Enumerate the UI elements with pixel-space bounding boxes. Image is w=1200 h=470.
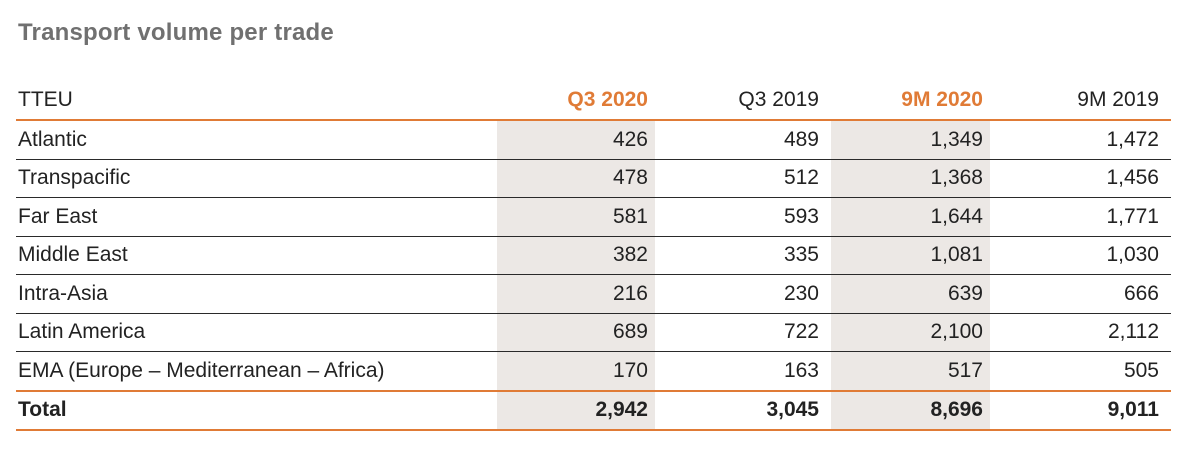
- cell-value: 335: [783, 243, 819, 267]
- transport-volume-table: TTEU Q3 2020 Q3 2019 9M 2020 9M 2019 Atl…: [16, 81, 1171, 431]
- cell-value: 1,771: [1106, 204, 1159, 228]
- column-header-9m-2019: 9M 2019: [1077, 88, 1159, 111]
- row-label: Intra-Asia: [18, 281, 108, 305]
- cell-value: 1,081: [831, 236, 990, 274]
- cell-value: 722: [783, 320, 819, 344]
- cell-value: 1,472: [1106, 127, 1159, 151]
- unit-header: TTEU: [18, 88, 73, 111]
- cell-value: 230: [783, 281, 819, 305]
- cell-value: 1,644: [831, 198, 990, 236]
- cell-value: 517: [831, 352, 990, 390]
- table-header-row: TTEU Q3 2020 Q3 2019 9M 2020 9M 2019: [16, 81, 1171, 121]
- cell-value: 2,100: [831, 313, 990, 351]
- table-row: Intra-Asia 216 230 639 666: [16, 275, 1171, 314]
- cell-value: 2,112: [1108, 320, 1159, 344]
- row-label: Transpacific: [18, 166, 131, 190]
- cell-value: 382: [497, 236, 655, 274]
- row-label: Atlantic: [18, 127, 87, 151]
- total-value: 3,045: [766, 398, 819, 421]
- cell-value: 1,368: [831, 159, 990, 197]
- cell-value: 689: [497, 313, 655, 351]
- table-row: Transpacific 478 512 1,368 1,456: [16, 159, 1171, 198]
- cell-value: 426: [497, 121, 655, 159]
- cell-value: 505: [1123, 358, 1159, 382]
- cell-value: 581: [497, 198, 655, 236]
- cell-value: 666: [1123, 281, 1159, 305]
- total-row: Total 2,942 3,045 8,696 9,011: [16, 390, 1171, 431]
- row-label: EMA (Europe – Mediterranean – Africa): [18, 358, 385, 382]
- cell-value: 216: [497, 275, 655, 313]
- total-value: 8,696: [831, 391, 990, 429]
- row-label: Latin America: [18, 320, 146, 344]
- cell-value: 1,349: [831, 121, 990, 159]
- column-header-9m-2020: 9M 2020: [901, 88, 983, 111]
- cell-value: 1,456: [1106, 166, 1159, 190]
- table-row: Atlantic 426 489 1,349 1,472: [16, 121, 1171, 160]
- cell-value: 489: [783, 127, 819, 151]
- page-title: Transport volume per trade: [18, 19, 334, 46]
- column-header-q3-2019: Q3 2019: [738, 88, 819, 111]
- cell-value: 1,030: [1106, 243, 1159, 267]
- cell-value: 478: [497, 159, 655, 197]
- table-row: Latin America 689 722 2,100 2,112: [16, 313, 1171, 352]
- row-label: Far East: [18, 204, 98, 228]
- total-value: 9,011: [1107, 398, 1159, 421]
- table-row: EMA (Europe – Mediterranean – Africa) 17…: [16, 352, 1171, 391]
- table-row: Far East 581 593 1,644 1,771: [16, 198, 1171, 237]
- cell-value: 170: [497, 352, 655, 390]
- total-label: Total: [18, 398, 67, 421]
- row-label: Middle East: [18, 243, 128, 267]
- total-value: 2,942: [497, 391, 655, 429]
- cell-value: 593: [783, 204, 819, 228]
- cell-value: 512: [783, 166, 819, 190]
- cell-value: 163: [783, 358, 819, 382]
- column-header-q3-2020: Q3 2020: [567, 88, 648, 111]
- table-row: Middle East 382 335 1,081 1,030: [16, 236, 1171, 275]
- cell-value: 639: [831, 275, 990, 313]
